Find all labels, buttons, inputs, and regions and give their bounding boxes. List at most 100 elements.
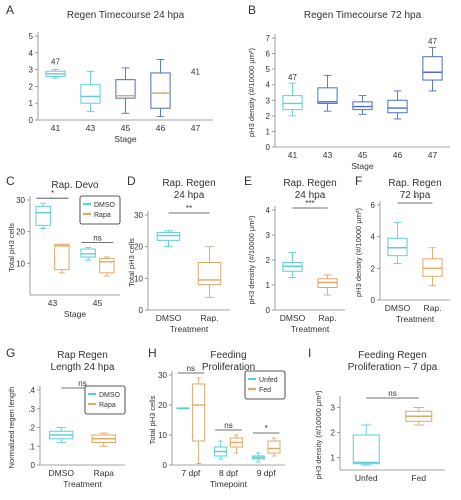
chart-title-H: Feeding: [210, 350, 246, 361]
x-tick-label-B: 47: [428, 150, 438, 160]
significance-label-H: ns: [224, 421, 232, 430]
significance-label-F: *: [413, 194, 416, 203]
x-tick-label-B: 46: [393, 150, 403, 160]
x-tick-label-D: DMSO: [156, 313, 182, 323]
chart-title-G: Length 24 hpa: [51, 362, 115, 373]
y-tick-label-C: 30: [16, 196, 25, 205]
chart-title-G: Rap Regen: [57, 350, 108, 361]
box-iqr: [422, 56, 443, 81]
y-tick-label-G: 0: [31, 461, 36, 470]
annotation-A: 47: [51, 58, 60, 67]
x-tick-label-A: 47: [191, 123, 201, 133]
panel-label-A: A: [6, 3, 14, 17]
y-tick-label-G: .2: [28, 424, 35, 433]
box-iqr: [387, 99, 408, 114]
y-tick-label-B: 4: [266, 81, 271, 90]
y-tick-label-A: 1: [29, 99, 34, 108]
y-tick-label-A: 4: [29, 49, 34, 58]
x-axis-label-H: Timepoint: [210, 479, 248, 489]
x-tick-label-B: 43: [323, 150, 333, 160]
x-tick-label-A: 43: [86, 123, 96, 133]
box-iqr: [80, 84, 101, 104]
y-tick-label-F: 2: [371, 264, 376, 273]
y-axis-label-H: Total pH3 cells: [148, 395, 157, 444]
chart-title-F: 72 hpa: [400, 190, 431, 201]
legend-label-G: Rapa: [99, 402, 116, 409]
chart-title-D: Rap. Regen: [162, 178, 215, 189]
y-tick-label-I: 2: [331, 429, 336, 438]
chart-title-F: Rap. Regen: [388, 178, 441, 189]
box-iqr: [115, 79, 136, 99]
panel-label-H: H: [148, 346, 157, 360]
box-iqr: [150, 72, 171, 109]
significance-label-G: ns: [78, 379, 86, 388]
legend-label-H: Fed: [259, 387, 271, 394]
y-tick-label-B: 0: [266, 143, 271, 152]
y-tick-label-G: .4: [28, 386, 35, 395]
box-iqr: [317, 87, 338, 104]
x-tick-label-H: 9 dpf: [257, 468, 277, 478]
y-tick-label-D: 0: [139, 306, 144, 315]
x-tick-label-C: 43: [48, 298, 58, 308]
y-axis-label-I: pH3 density (#/10000 µm²): [314, 390, 323, 479]
box-iqr: [192, 383, 206, 442]
y-tick-label-E: 1: [266, 281, 271, 290]
y-tick-label-A: 3: [29, 66, 34, 75]
legend-box-G: [84, 385, 126, 415]
y-tick-label-H: 10: [158, 431, 167, 440]
box-iqr: [282, 95, 303, 111]
y-tick-label-F: 4: [371, 233, 376, 242]
y-tick-label-E: 3: [266, 231, 271, 240]
y-axis-label-B: pH3 density (#/10000 µm²): [247, 48, 256, 137]
y-axis-label-D: Total pH3 cells: [127, 238, 136, 287]
y-tick-label-H: 20: [158, 401, 167, 410]
y-axis-label-E: pH3 density (#/10000 µm²): [247, 215, 256, 304]
x-tick-label-B: 45: [358, 150, 368, 160]
significance-label-C: *: [51, 189, 54, 198]
y-tick-label-D: 10: [134, 274, 143, 283]
significance-label-C: ns: [93, 234, 101, 243]
y-tick-label-E: 2: [266, 256, 271, 265]
y-tick-label-I: 1: [331, 454, 336, 463]
chart-title-A: Regen Timecourse 24 hpa: [67, 10, 185, 21]
x-tick-label-G: Rapa: [94, 468, 115, 478]
box-iqr: [54, 243, 70, 271]
significance-label-I: ns: [388, 389, 396, 398]
x-tick-label-F: Rap.: [424, 303, 442, 313]
x-tick-label-F: DMSO: [385, 303, 411, 313]
panel-label-G: G: [6, 346, 15, 360]
box-iqr: [387, 237, 408, 257]
y-tick-label-G: .3: [28, 405, 35, 414]
box-iqr: [197, 262, 222, 286]
x-tick-label-I: Unfed: [355, 473, 378, 483]
y-tick-label-E: 0: [266, 306, 271, 315]
x-tick-label-C: 45: [93, 298, 103, 308]
x-axis-label-F: Treatment: [396, 314, 435, 324]
x-tick-label-H: 8 dpf: [219, 468, 239, 478]
y-tick-label-C: 20: [16, 228, 25, 237]
x-tick-label-D: Rap.: [201, 313, 219, 323]
y-tick-label-E: 4: [266, 206, 271, 215]
y-tick-label-A: 5: [29, 32, 34, 41]
chart-title-B: Regen Timecourse 72 hpa: [304, 10, 422, 21]
y-tick-label-D: 20: [134, 243, 143, 252]
box-iqr: [80, 248, 96, 258]
panel-label-E: E: [244, 174, 252, 188]
legend-label-C: Rapa: [94, 212, 111, 219]
x-tick-label-A: 46: [156, 123, 166, 133]
box-iqr: [156, 231, 181, 241]
y-tick-label-H: 30: [158, 371, 167, 380]
box-iqr: [422, 258, 443, 277]
panel-label-F: F: [355, 174, 362, 188]
y-tick-label-H: 0: [163, 461, 168, 470]
x-tick-label-E: Rap.: [319, 313, 337, 323]
x-axis-label-E: Treatment: [291, 324, 330, 334]
annotation-A: 41: [191, 68, 200, 77]
box-iqr: [352, 434, 380, 465]
annotation-B: 47: [428, 37, 437, 46]
panel-label-B: B: [248, 3, 256, 17]
x-tick-label-I: Fed: [411, 473, 426, 483]
legend-label-G: DMSO: [99, 392, 121, 399]
y-tick-label-F: 6: [371, 201, 376, 210]
